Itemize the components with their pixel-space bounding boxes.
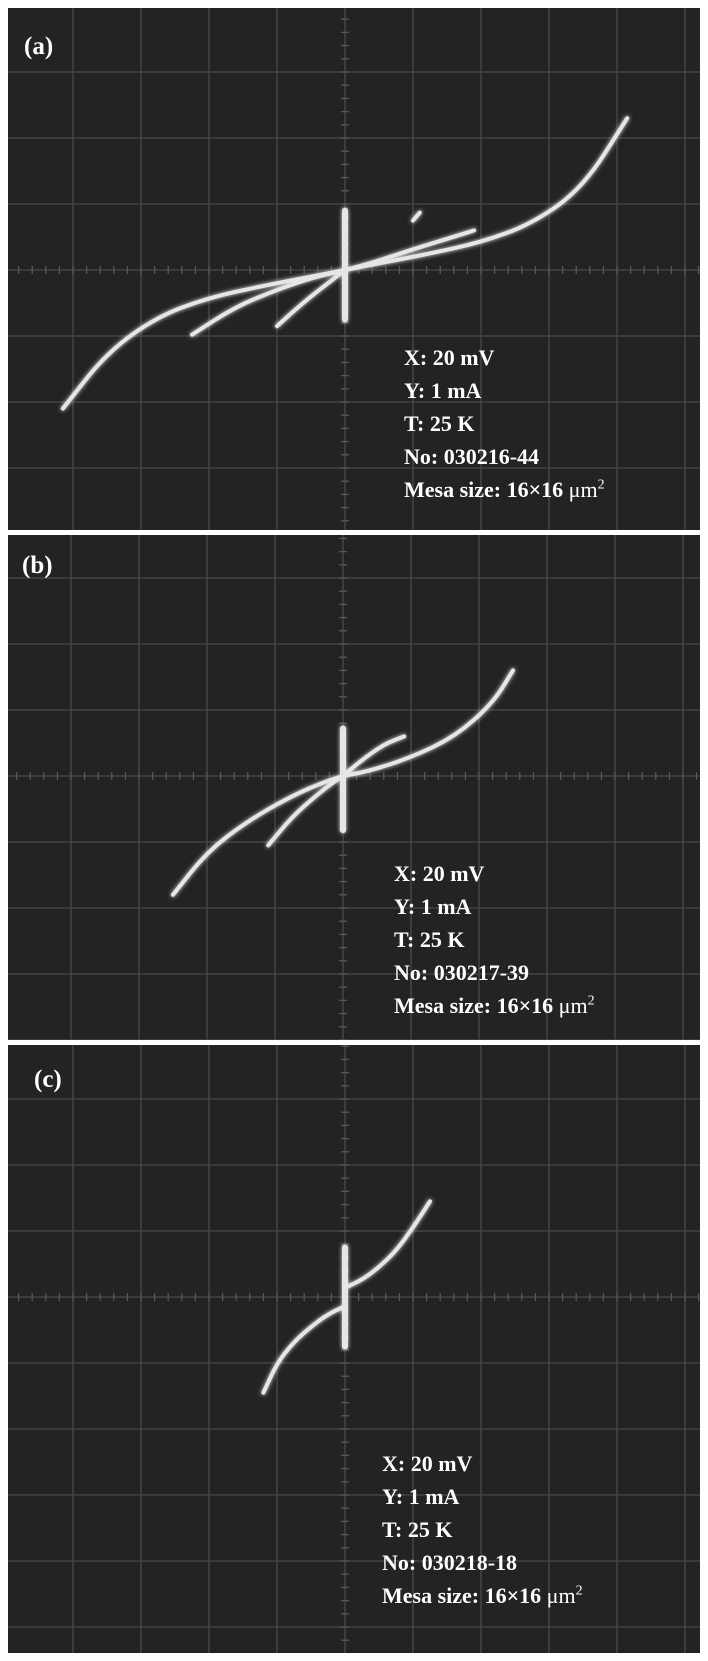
- iv-branch: [343, 116, 630, 272]
- iv-branch: [275, 268, 347, 329]
- mesa-size-exponent: 2: [587, 993, 595, 1009]
- x-scale-label: X: 20 mV: [382, 1451, 473, 1476]
- iv-branch: [343, 228, 477, 272]
- panel-label-b: (b): [22, 552, 53, 579]
- scope-screen-a: [8, 8, 700, 530]
- mesa-size-prefix: Mesa size: 16×16: [394, 993, 559, 1018]
- sample-number-label: No: 030216-44: [404, 444, 540, 469]
- sample-number-label: No: 030218-18: [382, 1550, 518, 1575]
- iv-traces: [171, 668, 515, 897]
- mesa-size-unit: m: [570, 993, 588, 1018]
- iv-branch: [341, 734, 407, 778]
- mesa-size-label: Mesa size: 16×16 μm2: [382, 1579, 583, 1612]
- x-scale-label: X: 20 mV: [394, 861, 485, 886]
- mesa-size-unit: m: [558, 1583, 576, 1608]
- y-scale-label: Y: 1 mA: [382, 1484, 460, 1509]
- temperature-label: T: 25 K: [382, 1517, 453, 1542]
- iv-traces: [60, 116, 630, 411]
- mesa-size-label: Mesa size: 16×16 μm2: [394, 989, 595, 1022]
- iv-traces: [261, 1199, 432, 1395]
- iv-branch: [343, 1199, 432, 1290]
- iv-branch: [60, 268, 347, 411]
- mesa-size-prefix: Mesa size: 16×16: [382, 1583, 547, 1608]
- y-scale-label: Y: 1 mA: [394, 894, 472, 919]
- iv-branch: [261, 1304, 347, 1395]
- sample-number-label: No: 030217-39: [394, 960, 530, 985]
- mesa-size-mu: μ: [558, 993, 571, 1018]
- iv-branch: [266, 774, 345, 848]
- scope-settings-c: X: 20 mV Y: 1 mA T: 25 K No: 030218-18 M…: [382, 1447, 583, 1612]
- x-scale-label: X: 20 mV: [404, 345, 495, 370]
- mesa-size-mu: μ: [568, 477, 581, 502]
- scope-settings-b: X: 20 mV Y: 1 mA T: 25 K No: 030217-39 M…: [394, 857, 595, 1022]
- mesa-size-unit: m: [580, 477, 598, 502]
- panel-label-c: (c): [34, 1066, 62, 1093]
- y-scale-label: Y: 1 mA: [404, 378, 482, 403]
- mesa-size-exponent: 2: [597, 477, 605, 493]
- iv-branch: [171, 774, 345, 897]
- mesa-size-exponent: 2: [575, 1583, 583, 1599]
- mesa-size-mu: μ: [546, 1583, 559, 1608]
- scope-screen-b: [8, 535, 700, 1040]
- iv-branch: [341, 668, 515, 778]
- scope-panel-b: (b) X: 20 mV Y: 1 mA T: 25 K No: 030217-…: [8, 535, 700, 1040]
- mesa-size-label: Mesa size: 16×16 μm2: [404, 473, 605, 506]
- scope-panel-c: (c) X: 20 mV Y: 1 mA T: 25 K No: 030218-…: [8, 1045, 700, 1653]
- temperature-label: T: 25 K: [404, 411, 475, 436]
- graticule: [8, 535, 700, 1040]
- iv-branch: [411, 210, 422, 223]
- graticule: [8, 1045, 700, 1653]
- mesa-size-prefix: Mesa size: 16×16: [404, 477, 569, 502]
- scope-panel-a: (a) X: 20 mV Y: 1 mA T: 25 K No: 030216-…: [8, 8, 700, 530]
- iv-branch: [190, 268, 347, 337]
- temperature-label: T: 25 K: [394, 927, 465, 952]
- scope-settings-a: X: 20 mV Y: 1 mA T: 25 K No: 030216-44 M…: [404, 341, 605, 506]
- panel-label-a: (a): [24, 33, 54, 60]
- scope-screen-c: [8, 1045, 700, 1653]
